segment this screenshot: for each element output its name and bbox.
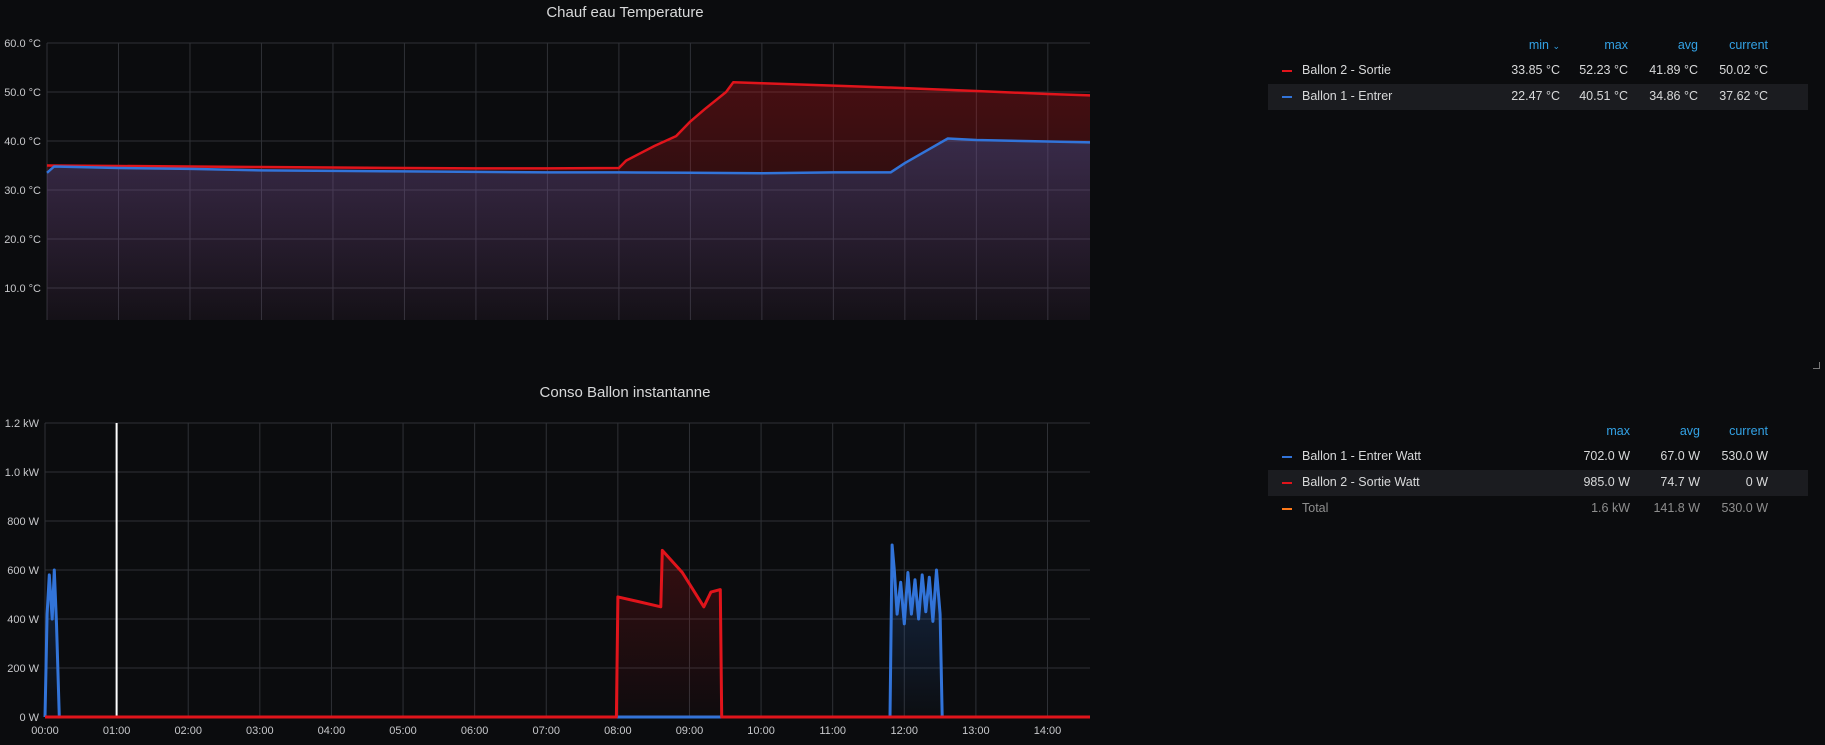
legend-value-current: 37.62 °C [1719, 89, 1768, 103]
x-tick-label: 04:00 [318, 725, 346, 737]
series-area-ballon-1-entrer-watt [45, 545, 1090, 717]
legend-value-current: 50.02 °C [1719, 63, 1768, 77]
legend-value-max: 40.51 °C [1579, 89, 1628, 103]
y-tick-label: 30.0 °C [4, 185, 41, 197]
chevron-down-icon: ⌄ [1552, 41, 1560, 51]
series-swatch[interactable] [1282, 96, 1292, 98]
series-line-ballon-2-sortie-watt [45, 548, 1090, 719]
x-tick-label: 14:00 [1034, 725, 1062, 737]
x-tick-label: 13:00 [962, 725, 990, 737]
legend-item-label[interactable]: Ballon 2 - Sortie Watt [1302, 475, 1420, 489]
series-line-ballon-1-entrer [46, 137, 1090, 175]
panel-title[interactable]: Chauf eau Temperature [546, 4, 704, 21]
x-tick-label: 00:00 [31, 725, 59, 737]
legend-col-avg[interactable]: avg [1677, 38, 1698, 52]
x-tick-label: 03:00 [246, 725, 274, 737]
legend-col-min[interactable]: min ⌄ [1528, 38, 1560, 52]
x-tick-label: 07:00 [532, 725, 560, 737]
legend-col-current[interactable]: current [1729, 38, 1768, 52]
legend-value-max: 1.6 kW [1591, 501, 1630, 515]
y-tick-label: 400 W [7, 614, 39, 626]
legend-value-max: 985.0 W [1583, 475, 1630, 489]
x-tick-label: 05:00 [389, 725, 417, 737]
y-tick-label: 50.0 °C [4, 87, 41, 99]
y-tick-label: 20.0 °C [4, 234, 41, 246]
series-area-ballon-1-entrer [47, 138, 1090, 320]
series-swatch[interactable] [1282, 70, 1292, 72]
legend-header: max avg current [1268, 420, 1808, 444]
legend-item-ballon-1-entrer-watt[interactable]: Ballon 1 - Entrer Watt 702.0 W 67.0 W 53… [1268, 444, 1808, 470]
y-tick-label: 40.0 °C [4, 136, 41, 148]
panel-title[interactable]: Conso Ballon instantanne [539, 384, 711, 401]
temperature-chart[interactable]: 0 °C10.0 °C20.0 °C30.0 °C40.0 °C50.0 °C6… [0, 0, 1090, 320]
series-line-ballon-2-sortie [46, 80, 1090, 170]
y-tick-label: 1.0 kW [5, 467, 40, 479]
temperature-panel: Chauf eau Temperature 0 °C10.0 °C20.0 °C… [0, 0, 1820, 369]
x-tick-label: 06:00 [461, 725, 489, 737]
series-swatch[interactable] [1282, 482, 1292, 484]
legend-value-max: 702.0 W [1583, 449, 1630, 463]
legend-col-max[interactable]: max [1606, 424, 1630, 438]
y-tick-label: 800 W [7, 516, 39, 528]
legend-value-min: 22.47 °C [1511, 89, 1560, 103]
legend-item-ballon-2-sortie-watt[interactable]: Ballon 2 - Sortie Watt 985.0 W 74.7 W 0 … [1268, 470, 1808, 496]
legend-item-label[interactable]: Total [1302, 501, 1329, 515]
legend-item-label[interactable]: Ballon 1 - Entrer Watt [1302, 449, 1422, 463]
legend-value-current: 0 W [1745, 475, 1768, 489]
series-swatch[interactable] [1282, 508, 1292, 510]
legend-value-avg: 74.7 W [1660, 475, 1700, 489]
legend-value-avg: 67.0 W [1660, 449, 1700, 463]
legend-item-label[interactable]: Ballon 1 - Entrer [1302, 89, 1393, 103]
x-tick-label: 09:00 [676, 725, 704, 737]
legend-value-max: 52.23 °C [1579, 63, 1628, 77]
legend-item-label[interactable]: Ballon 2 - Sortie [1302, 63, 1391, 77]
y-tick-label: 10.0 °C [4, 283, 41, 295]
power-chart[interactable]: 0 W 200 W 400 W 600 W 800 W 1.0 kW 1.2 kW 00:00… [0, 380, 1090, 745]
legend-value-current: 530.0 W [1721, 449, 1768, 463]
temperature-legend: min ⌄ max avg current Ballon 2 - Sortie … [1268, 34, 1808, 110]
legend-value-current: 530.0 W [1721, 501, 1768, 515]
legend-header: min ⌄ max avg current [1268, 34, 1808, 58]
legend-item-ballon-1-entrer[interactable]: Ballon 1 - Entrer 22.47 °C 40.51 °C 34.8… [1268, 84, 1808, 110]
legend-item-total[interactable]: Total 1.6 kW 141.8 W 530.0 W [1268, 496, 1808, 522]
legend-value-avg: 41.89 °C [1649, 63, 1698, 77]
x-tick-label: 01:00 [103, 725, 131, 737]
y-tick-label: 200 W [7, 663, 39, 675]
series-swatch[interactable] [1282, 456, 1292, 458]
legend-value-avg: 141.8 W [1653, 501, 1700, 515]
legend-col-current[interactable]: current [1729, 424, 1768, 438]
legend-value-min: 33.85 °C [1511, 63, 1560, 77]
panel-resize-handle[interactable] [1813, 362, 1820, 369]
legend-col-max[interactable]: max [1604, 38, 1628, 52]
y-tick-label: 60.0 °C [4, 38, 41, 50]
y-tick-label: 1.2 kW [5, 418, 40, 430]
x-tick-label: 11:00 [819, 725, 846, 737]
y-tick-label: 0 W [19, 712, 39, 724]
y-tick-label: 600 W [7, 565, 39, 577]
power-legend: max avg current Ballon 1 - Entrer Watt 7… [1268, 420, 1808, 522]
x-tick-label: 02:00 [174, 725, 202, 737]
power-panel: Conso Ballon instantanne 0 W 200 W 400 W 60… [0, 380, 1825, 745]
x-tick-label: 12:00 [891, 725, 919, 737]
x-tick-label: 08:00 [604, 725, 632, 737]
legend-value-avg: 34.86 °C [1649, 89, 1698, 103]
legend-col-avg[interactable]: avg [1679, 424, 1700, 438]
x-tick-label: 10:00 [747, 725, 775, 737]
legend-item-ballon-2-sortie[interactable]: Ballon 2 - Sortie 33.85 °C 52.23 °C 41.8… [1268, 58, 1808, 84]
